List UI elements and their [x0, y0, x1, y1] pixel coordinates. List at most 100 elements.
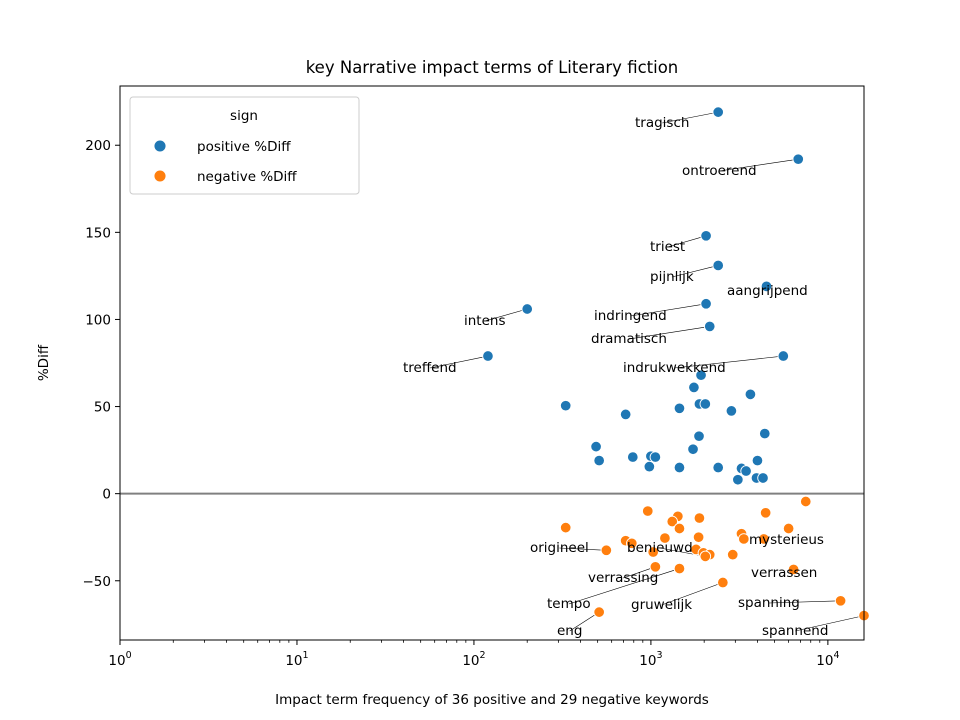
point-annotation: indrukwekkend [623, 360, 726, 376]
point-annotation: indringend [594, 308, 667, 324]
point-annotation: aangrijpend [727, 283, 808, 299]
legend-marker [153, 139, 167, 153]
point-annotation: pijnlijk [650, 269, 694, 285]
legend: sign positive %Diff negative %Diff [129, 96, 360, 195]
positive-point [700, 298, 712, 310]
annotation-connector [429, 355, 489, 369]
y-axis-label: %Diff [36, 344, 52, 381]
positive-point [712, 461, 724, 474]
plot-frame [119, 85, 865, 641]
positive-point [590, 440, 602, 453]
positive-point [700, 230, 712, 242]
point-annotation: benieuwd [627, 540, 693, 556]
point-annotation: dramatisch [591, 331, 667, 347]
annotation-connector [674, 355, 784, 369]
point-annotation: verrassen [751, 565, 817, 581]
positive-point [740, 465, 752, 477]
negative-point [642, 505, 654, 517]
annotation-connector [659, 547, 706, 557]
positive-point [725, 405, 738, 417]
legend-entry: positive %Diff [197, 139, 291, 155]
positive-point [703, 320, 716, 333]
y-tick-label: 50 [94, 400, 111, 416]
positive-point [732, 473, 744, 486]
x-tick-label: 101 [285, 650, 308, 669]
annotation-connector [795, 615, 865, 632]
negative-point [782, 522, 795, 535]
negative-point [647, 546, 659, 558]
point-annotation: mysterieus [749, 532, 824, 548]
annotation-connector [568, 568, 680, 605]
chart-title: key Narrative impact terms of Literary f… [306, 58, 679, 77]
positive-point [627, 451, 639, 463]
negative-point [673, 522, 686, 535]
annotation-connector [484, 308, 528, 322]
point-annotation: verrassing [588, 570, 658, 586]
point-annotation: tragisch [635, 115, 689, 131]
negative-point [659, 532, 671, 544]
annotation-connector [662, 111, 719, 124]
positive-point [521, 303, 533, 315]
negative-point [787, 563, 800, 576]
positive-point [687, 443, 699, 455]
x-axis-label: Impact term frequency of 36 positive and… [275, 692, 709, 708]
negative-point [834, 595, 847, 607]
point-annotation: treffend [403, 360, 457, 376]
positive-point [759, 427, 771, 440]
positive-point [712, 259, 724, 272]
annotation-connector [768, 600, 841, 604]
negative-point [693, 512, 706, 524]
y-tick-label: −50 [83, 574, 112, 590]
annotation-connector [671, 265, 719, 278]
positive-point [712, 106, 724, 118]
negative-point [666, 515, 678, 528]
negative-point [559, 521, 572, 534]
x-tick-label: 104 [816, 650, 839, 669]
positive-point [693, 430, 705, 442]
legend-entry: negative %Diff [197, 169, 297, 185]
point-annotation: intens [464, 313, 506, 329]
legend-marker [153, 169, 167, 183]
positive-point [619, 408, 632, 421]
point-annotation: ontroerend [682, 163, 757, 179]
positive-point [695, 369, 707, 381]
y-tick-label: 150 [85, 225, 111, 241]
point-annotation: tempo [547, 596, 591, 612]
negative-point [593, 606, 605, 618]
negative-point [600, 544, 613, 557]
negative-point [699, 550, 712, 563]
positive-point [673, 402, 686, 415]
point-annotation: eng [557, 623, 582, 639]
negative-point [758, 533, 770, 545]
negative-point [717, 576, 729, 589]
positive-point [792, 153, 804, 165]
y-tick-label: 0 [102, 487, 111, 503]
positive-point [649, 451, 662, 463]
positive-point [777, 350, 790, 362]
negative-point [759, 507, 772, 519]
point-annotation: spanning [738, 595, 800, 611]
negative-point [626, 537, 638, 550]
annotation-connector [628, 326, 710, 340]
negative-point [738, 533, 750, 545]
legend-frame [129, 96, 360, 195]
negative-point [649, 561, 662, 573]
annotation-connector [719, 158, 799, 172]
positive-point [751, 454, 764, 467]
positive-point [699, 398, 712, 410]
negative-point [726, 548, 739, 561]
positive-point [744, 388, 757, 401]
point-annotation: origineel [530, 540, 589, 556]
annotation-connector [661, 582, 723, 606]
positive-point [643, 460, 656, 473]
annotation-connector [667, 235, 707, 248]
x-tick-label: 103 [639, 650, 662, 669]
point-annotation: triest [650, 239, 685, 255]
annotation-connector [630, 303, 707, 317]
positive-point [757, 472, 769, 484]
negative-point [673, 562, 686, 575]
legend-title: sign [230, 108, 258, 124]
annotation-connector [559, 547, 607, 551]
positive-point [559, 399, 572, 412]
